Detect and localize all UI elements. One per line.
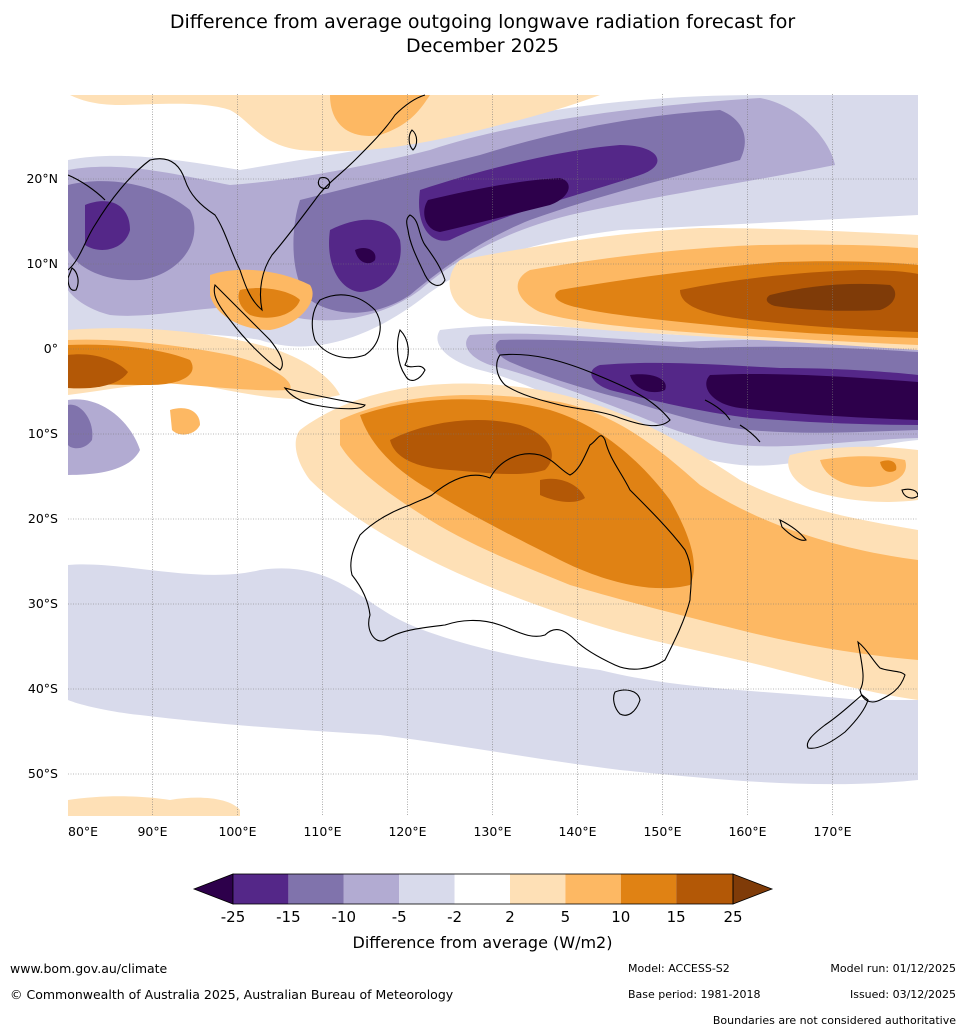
colorbar-tick-4: -2 [447, 908, 462, 926]
colorbar-bin-5 [510, 874, 566, 904]
lon-label-90: 90°E [137, 824, 167, 839]
anomaly-region-eq-darkest-purple [630, 373, 918, 420]
lat-label-50s: 50°S [28, 766, 58, 781]
coastline-fiji [901, 488, 918, 499]
colorbar: -25 -15 -10 -5 -2 2 5 10 15 25 [192, 873, 774, 926]
colorbar-bin-7 [620, 874, 677, 904]
coastline-sri-lanka [68, 267, 79, 291]
lon-label-140: 140°E [558, 824, 596, 839]
anomaly-region-south-light-purple [68, 564, 918, 785]
chart-title: Difference from average outgoing longwav… [0, 10, 965, 58]
colorbar-bin-0 [233, 874, 289, 904]
colorbar-extend-high [732, 873, 774, 905]
footer-issued: Issued: 03/12/2025 [849, 988, 956, 1001]
anomaly-region-spot-io-orange [170, 408, 200, 435]
anomaly-region-north-orange-light [70, 95, 600, 152]
coastline-india [68, 174, 106, 201]
colorbar-extend-low [192, 873, 234, 905]
colorbar-tick-6: 5 [561, 908, 571, 926]
lat-label-20s: 20°S [28, 511, 58, 526]
colorbar-tick-0: -25 [221, 908, 246, 926]
coastline-tasmania [613, 689, 641, 716]
coastline-taiwan [408, 129, 418, 151]
coastline-new-zealand-south [806, 694, 869, 749]
coastline-asia-mainland [68, 94, 426, 312]
anomaly-region-npac-darkest [766, 283, 896, 311]
anomaly-region-spot-sw-orange [68, 796, 240, 816]
colorbar-bin-4 [454, 874, 510, 904]
title-line-1: Difference from average outgoing longwav… [169, 11, 796, 33]
footer-model: Model: ACCESS-S2 [628, 962, 730, 975]
coastline-new-caledonia [779, 518, 807, 541]
footer-base-period: Base period: 1981-2018 [628, 988, 761, 1001]
footer-model-run: Model run: 01/12/2025 [830, 962, 956, 975]
coastline-new-zealand-north [857, 640, 906, 703]
lat-label-20n: 20°N [26, 171, 58, 186]
anomaly-region-aus-brown [390, 420, 585, 502]
lat-label-10s: 10°S [28, 426, 58, 441]
anomaly-region-malay-dark [238, 288, 300, 318]
lat-label-30s: 30°S [28, 596, 58, 611]
anomaly-region-north-darkest-purple [355, 178, 569, 264]
coastline-java [283, 387, 366, 410]
lon-label-150: 150°E [643, 824, 681, 839]
colorbar-tick-1: -15 [276, 908, 301, 926]
lon-label-170: 170°E [813, 824, 851, 839]
colorbar-tick-9: 25 [723, 908, 742, 926]
colorbar-outline [232, 873, 734, 905]
lat-label-0: 0° [44, 341, 58, 356]
colorbar-tick-8: 15 [667, 908, 686, 926]
colorbar-bin-2 [343, 874, 400, 904]
lon-label-160: 160°E [728, 824, 766, 839]
anomaly-region-west-dark [68, 404, 93, 449]
anomaly-region-io-brown [68, 354, 128, 389]
lat-label-40s: 40°S [28, 681, 58, 696]
lon-label-80: 80°E [68, 824, 98, 839]
coastline-borneo [311, 294, 381, 359]
coastline-sumatra [213, 283, 283, 371]
coastline-hainan [317, 177, 331, 189]
colorbar-bin-1 [288, 874, 344, 904]
colorbar-bin-6 [565, 874, 621, 904]
anomaly-region-spot-east-dark [880, 460, 897, 472]
footer-website[interactable]: www.bom.gov.au/climate [10, 961, 168, 976]
colorbar-bin-3 [399, 874, 455, 904]
anomaly-region-north-orange [330, 95, 430, 136]
colorbar-bin-8 [676, 874, 733, 904]
coastline-australia [350, 435, 692, 670]
colorbar-title: Difference from average (W/m2) [352, 933, 613, 952]
lon-label-120: 120°E [388, 824, 426, 839]
colorbar-tick-5: 2 [505, 908, 515, 926]
footer-disclaimer: Boundaries are not considered authoritat… [712, 1014, 956, 1027]
anomaly-region-north-dark-purple [85, 145, 658, 292]
colorbar-tick-3: -5 [392, 908, 407, 926]
graticule [68, 94, 918, 816]
lon-label-110: 110°E [303, 824, 341, 839]
lat-label-10n: 10°N [26, 256, 58, 271]
coastline-philippines [406, 214, 446, 286]
colorbar-tick-7: 10 [611, 908, 630, 926]
coastline-solomons [704, 399, 761, 443]
lon-label-130: 130°E [473, 824, 511, 839]
colorbar-tick-2: -10 [332, 908, 357, 926]
coastline-sulawesi [396, 328, 426, 381]
map-area [68, 94, 918, 816]
footer-copyright: © Commonwealth of Australia 2025, Austra… [10, 987, 454, 1002]
coastline-new-guinea [496, 353, 671, 427]
title-line-2: December 2025 [406, 35, 559, 57]
coastlines [68, 94, 918, 749]
lon-label-100: 100°E [218, 824, 256, 839]
